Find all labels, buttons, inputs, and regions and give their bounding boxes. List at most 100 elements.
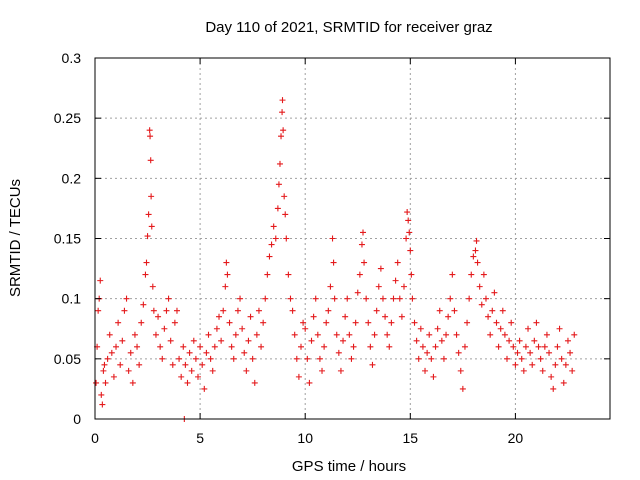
data-point [232,331,239,338]
data-point [406,229,413,236]
data-point [408,271,415,278]
data-point [552,361,559,368]
data-point [220,307,227,314]
data-point [373,307,380,314]
data-point [146,127,153,134]
data-point [316,355,323,362]
data-point [459,385,466,392]
axis-ticks [94,57,610,420]
data-point [514,349,521,356]
data-point [567,349,574,356]
data-point [272,235,279,242]
data-point [419,343,426,350]
x-tick-label: 20 [508,430,524,446]
data-point [192,355,199,362]
data-point [342,313,349,320]
data-point [340,337,347,344]
x-tick-labels: 0 5 10 15 20 [91,430,523,446]
data-point [468,271,475,278]
data-point [461,343,468,350]
y-tick-label: 0.05 [54,351,81,367]
data-point [352,319,359,326]
data-point [149,283,156,290]
data-point [445,313,452,320]
data-point [455,349,462,356]
data-point [451,307,458,314]
data-point [285,271,292,278]
y-tick-label: 0.1 [62,291,82,307]
data-point [131,331,138,338]
data-point [430,373,437,380]
data-point [337,367,344,374]
x-tick-label: 10 [297,430,313,446]
data-point [136,361,143,368]
data-point [211,343,218,350]
data-point [401,283,407,290]
data-point [428,355,435,362]
data-point [562,361,569,368]
data-point [144,233,151,240]
data-point [447,295,454,302]
data-point [239,325,246,332]
data-point [512,361,519,368]
data-point [230,355,237,362]
data-point [335,349,342,356]
data-point [464,319,471,326]
data-point [203,349,210,356]
data-point [148,223,155,230]
data-point [173,307,180,314]
data-point [308,337,315,344]
data-point [249,355,256,362]
data-point [495,343,502,350]
data-point [97,277,104,284]
data-point [360,229,367,236]
data-point [98,391,105,398]
data-point [138,319,145,326]
data-point [274,205,281,212]
data-point [148,193,155,200]
data-point [253,331,260,338]
data-point [143,259,150,266]
data-point [422,367,429,374]
data-point [396,295,403,302]
data-point [223,259,230,266]
data-point [155,313,162,320]
data-point [300,319,307,326]
data-point [312,295,319,302]
data-point [535,343,542,350]
data-point [145,211,152,218]
data-point [182,361,189,368]
data-point [365,319,372,326]
data-point [304,355,311,362]
data-point [237,295,244,302]
data-point [558,355,565,362]
data-point [310,313,317,320]
data-point [375,283,382,290]
data-point [548,373,555,380]
y-tick-label: 0.15 [54,231,81,247]
data-point [404,209,411,216]
data-point [350,343,357,350]
data-point [487,331,494,338]
data-point [476,283,483,290]
data-point [161,325,168,332]
x-tick-label: 0 [91,430,99,446]
data-point [384,331,391,338]
data-point [268,241,275,248]
data-point [150,307,157,314]
data-point [537,355,544,362]
data-point [190,337,197,344]
data-point [199,361,206,368]
data-point [119,337,126,344]
data-point [531,337,538,344]
data-point [319,367,326,374]
data-point [569,367,576,374]
data-point [413,337,420,344]
data-point [434,325,441,332]
data-point [361,259,368,266]
data-point [93,379,100,386]
data-point [325,307,332,314]
data-point [409,295,416,302]
data-point [556,325,563,332]
data-point [205,331,212,338]
